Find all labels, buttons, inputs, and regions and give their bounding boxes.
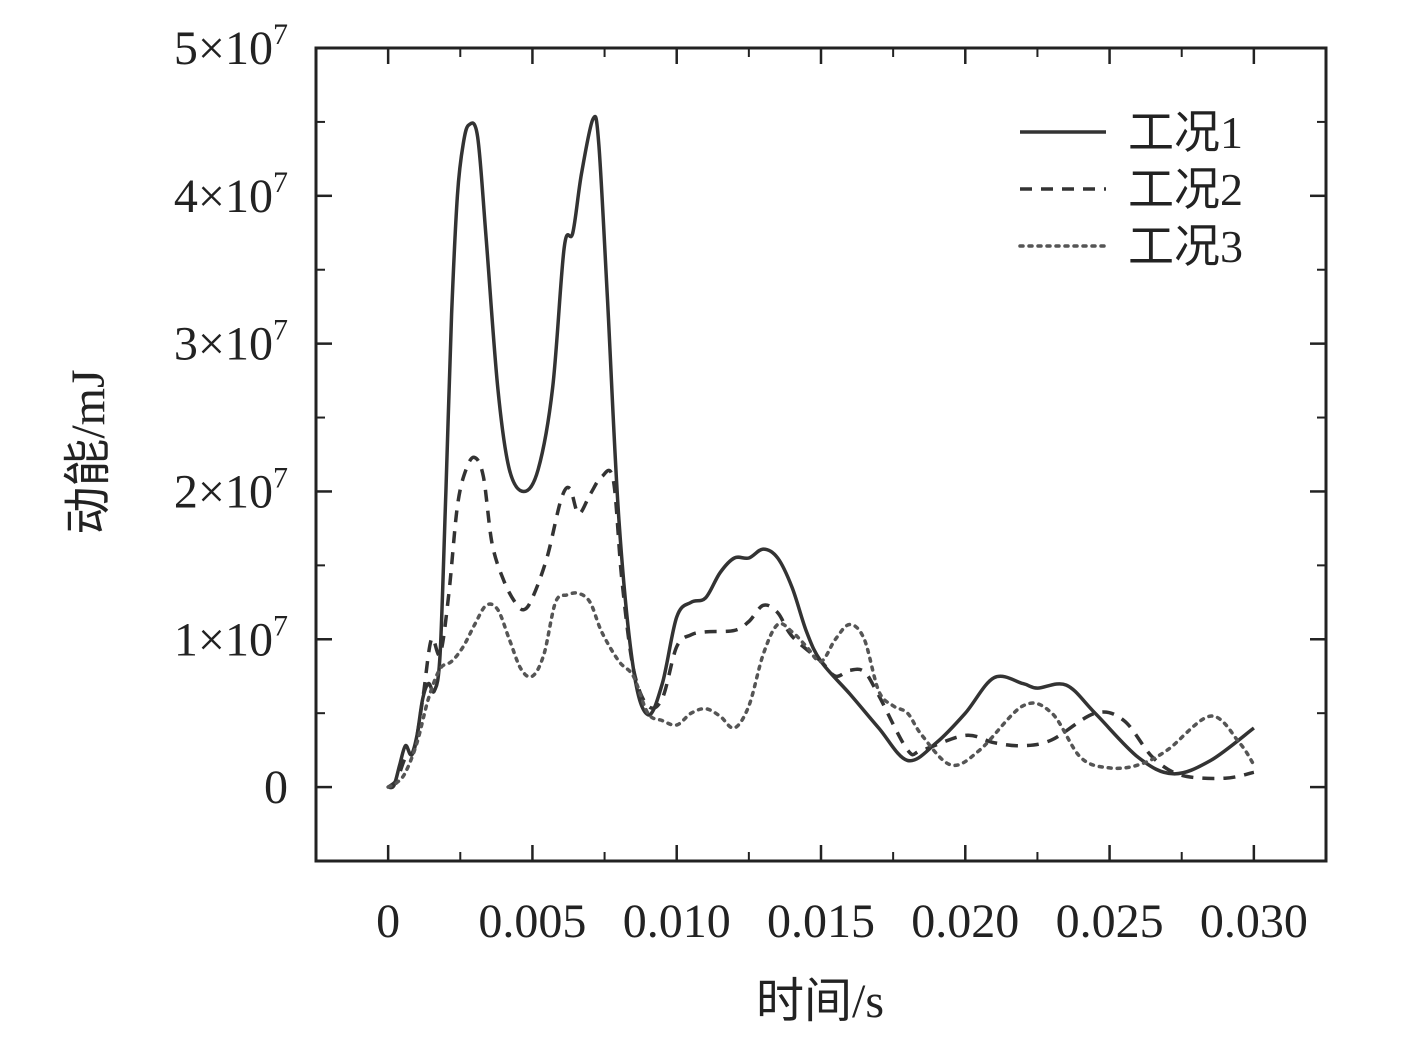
x-tick-label: 0.020 [911,895,1019,948]
y-tick-label: 0 [264,761,288,814]
series-line-1 [387,114,1255,790]
legend-label-2: 工况2 [1128,164,1243,215]
y-tick-label: 1×107 [174,609,288,666]
y-tick-label: 3×107 [174,314,288,371]
y-tick-label: 2×107 [174,461,288,518]
x-tick-label: 0.015 [767,895,875,948]
x-tick-label: 0 [376,895,400,948]
x-tick-label: 0.005 [478,895,586,948]
y-axis-title: 动能/mJ [62,369,115,534]
x-tick-label: 0.030 [1200,895,1308,948]
x-tick-label: 0.010 [623,895,731,948]
series-line-3 [386,591,1256,789]
x-axis-title: 时间/s [756,975,884,1028]
series-layer [386,114,1256,790]
y-tick-label: 5×107 [174,18,288,75]
legend: 工况1 工况2 工况3 [1018,107,1243,272]
axes-layer: 0 0.005 0.010 0.015 0.020 0.025 0.030 0 1×107 2×1… [174,18,1328,948]
y-tick-label: 4×107 [174,166,288,223]
legend-label-1: 工况1 [1128,107,1243,158]
series-line-2 [387,455,1255,789]
x-tick-label: 0.025 [1056,895,1164,948]
legend-label-3: 工况3 [1128,221,1243,272]
